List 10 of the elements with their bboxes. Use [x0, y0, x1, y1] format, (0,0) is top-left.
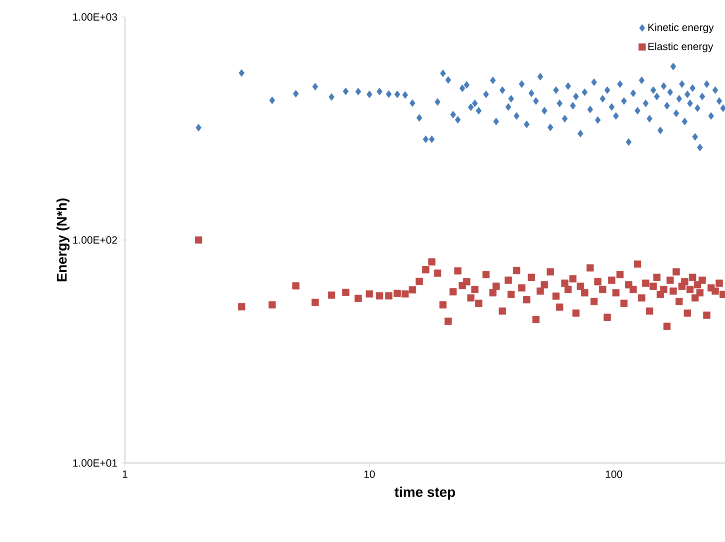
y-tick-label: 1.00E+03 [73, 13, 118, 21]
legend-label: Kinetic energy [648, 23, 714, 34]
x-tick-label: 1 [122, 470, 128, 478]
x-tick-label: 10 [364, 470, 375, 478]
legend-label: Elastic energy [648, 42, 714, 52]
x-axis-title: time step [394, 486, 456, 500]
y-tick-label: 1.00E+01 [73, 459, 117, 467]
y-tick-label: 1.00E+02 [73, 236, 117, 244]
x-tick-label: 100 [606, 470, 622, 478]
y-axis-title: Energy (N*h) [56, 198, 70, 282]
